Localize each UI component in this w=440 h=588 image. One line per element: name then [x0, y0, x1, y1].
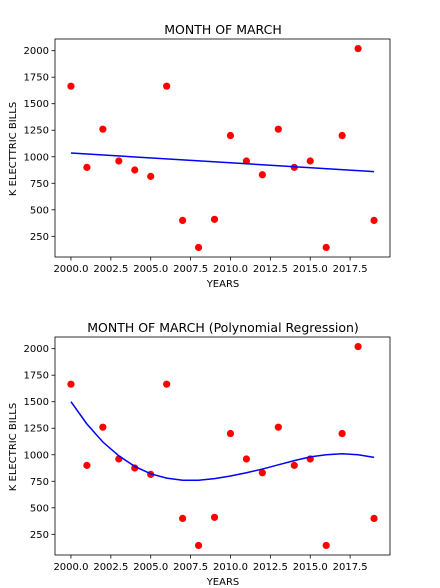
chart-1-data-point — [226, 429, 235, 438]
chart-0-data-point — [226, 131, 235, 140]
chart-0-x-tick-label: 2015.0 — [293, 264, 328, 275]
chart-0-x-tick-label: 2005.0 — [133, 264, 168, 275]
chart-0-data-point — [306, 157, 314, 165]
chart-1-regression-line — [70, 401, 375, 481]
chart-0-x-tick-label: 2012.5 — [253, 264, 288, 275]
chart-1-y-tick-label: 1000 — [24, 450, 49, 461]
chart-1-data-point — [83, 461, 91, 469]
chart-0-data-point — [242, 157, 251, 165]
chart-1-y-tick-label: 750 — [30, 477, 49, 488]
chart-1-x-tick-label: 2005.0 — [133, 562, 168, 573]
chart-0-x-tick-label: 2017.5 — [333, 264, 368, 275]
chart-1-y-tick-label: 1250 — [24, 424, 49, 435]
chart-0-x-axis-label: YEARS — [206, 279, 240, 290]
chart-1-x-tick-label: 2012.5 — [253, 562, 288, 573]
chart-1-data-point — [274, 423, 282, 431]
chart-1-x-tick-label: 2015.0 — [293, 562, 328, 573]
chart-0-data-point — [370, 216, 378, 225]
chart-0-y-tick-label: 2000 — [24, 46, 49, 57]
chart-1-data-point — [179, 514, 187, 523]
chart-0-x-tick-label: 2000.0 — [53, 264, 88, 275]
chart-1-title: MONTH OF MARCH (Polynomial Regression) — [87, 320, 359, 335]
chart-0-data-point — [194, 243, 203, 252]
chart-0-data-point — [322, 243, 330, 252]
chart-1-y-tick-label: 2000 — [24, 344, 49, 355]
chart-0-y-tick-label: 1000 — [24, 152, 49, 163]
chart-0-data-point — [258, 171, 266, 179]
chart-1-plot-frame — [54, 336, 391, 556]
chart-0-data-point — [147, 172, 155, 180]
linear-regression-chart: MONTH OF MARCH 2000.0 2002.5 2005.0 2007.5 2… — [8, 22, 391, 290]
chart-0-y-tick-label: 1250 — [24, 126, 49, 137]
chart-1-y-tick-label: 500 — [30, 503, 49, 514]
chart-1-y-tick-label: 1500 — [24, 397, 49, 408]
chart-1-data-point — [242, 455, 251, 463]
chart-1-y-tick-label: 250 — [30, 530, 49, 541]
chart-0-data-point — [354, 44, 362, 53]
chart-0-x-tick-label: 2007.5 — [173, 264, 208, 275]
chart-0-data-point — [179, 216, 187, 225]
chart-1-data-point — [338, 429, 346, 438]
chart-1-x-tick-label: 2017.5 — [333, 562, 368, 573]
chart-0-y-tick-label: 1750 — [24, 73, 49, 84]
chart-1-data-point — [99, 423, 107, 431]
chart-0-y-tick-label: 500 — [30, 205, 49, 216]
chart-1-data-point — [258, 469, 266, 477]
chart-1-axes: 2000.0 2002.5 2005.0 2007.5 2010.0 2012.5 2015… — [24, 336, 391, 573]
chart-1-data-point — [194, 541, 203, 550]
chart-0-data-point — [83, 163, 91, 171]
chart-1-y-axis-label: K ELECTRIC BILLS — [8, 403, 19, 491]
chart-0-data-point — [67, 82, 75, 90]
chart-1-data-point — [163, 380, 171, 388]
chart-1-x-tick-label: 2002.5 — [93, 562, 128, 573]
chart-0-y-tick-label: 250 — [30, 232, 49, 243]
chart-0-data-point — [163, 82, 171, 90]
chart-1-data-point — [210, 513, 219, 521]
chart-1-x-axis-label: YEARS — [206, 577, 240, 588]
chart-1-data-point — [354, 342, 362, 351]
chart-0-x-tick-label: 2002.5 — [93, 264, 128, 275]
chart-0-data-point — [115, 157, 123, 165]
chart-0-regression-line — [70, 152, 375, 173]
chart-0-data-point — [99, 125, 107, 133]
chart-1-data-point — [131, 464, 139, 472]
polynomial-regression-chart: MONTH OF MARCH (Polynomial Regression) 2… — [8, 320, 391, 588]
chart-1-x-tick-label: 2007.5 — [173, 562, 208, 573]
chart-1-data-point — [67, 380, 75, 388]
chart-1-y-tick-label: 1750 — [24, 371, 49, 382]
chart-0-y-tick-label: 750 — [30, 179, 49, 190]
chart-0-title: MONTH OF MARCH — [164, 22, 282, 37]
chart-0-y-tick-label: 1500 — [24, 99, 49, 110]
chart-0-plot-frame — [54, 38, 391, 258]
chart-0-axes: 2000.0 2002.5 2005.0 2007.5 2010.0 2012.5 2015… — [24, 38, 391, 275]
chart-0-data-point — [338, 131, 346, 140]
chart-1-data-point — [370, 514, 378, 523]
chart-0-data-point — [210, 215, 219, 223]
chart-0-marks — [67, 44, 378, 252]
chart-0-data-point — [274, 125, 282, 133]
chart-1-data-point — [322, 541, 330, 550]
chart-0-data-point — [131, 166, 139, 174]
chart-0-x-tick-label: 2010.0 — [213, 264, 248, 275]
chart-1-x-tick-label: 2010.0 — [213, 562, 248, 573]
chart-1-x-tick-label: 2000.0 — [53, 562, 88, 573]
chart-1-marks — [67, 342, 378, 550]
chart-0-y-axis-label: K ELECTTRIC BILLS — [8, 102, 19, 196]
chart-1-data-point — [290, 461, 298, 469]
